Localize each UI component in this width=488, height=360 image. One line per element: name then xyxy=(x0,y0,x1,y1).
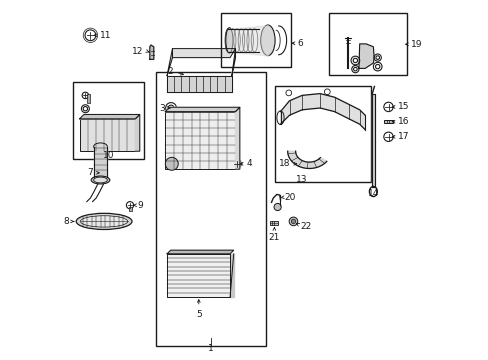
Polygon shape xyxy=(94,147,107,177)
Bar xyxy=(80,119,135,151)
Text: 9: 9 xyxy=(137,201,143,210)
Bar xyxy=(384,120,392,123)
Bar xyxy=(270,221,278,225)
Text: 4: 4 xyxy=(246,159,251,168)
Ellipse shape xyxy=(91,176,110,184)
Bar xyxy=(167,254,230,297)
Ellipse shape xyxy=(225,28,232,53)
Bar xyxy=(165,112,235,169)
Circle shape xyxy=(165,157,178,170)
Text: 19: 19 xyxy=(410,40,422,49)
Polygon shape xyxy=(149,45,153,59)
Text: 15: 15 xyxy=(397,102,409,112)
Text: 6: 6 xyxy=(297,39,303,48)
Polygon shape xyxy=(280,94,365,130)
Polygon shape xyxy=(358,44,373,68)
Polygon shape xyxy=(165,107,239,112)
Text: 17: 17 xyxy=(397,132,409,141)
Text: 12: 12 xyxy=(131,46,142,55)
Ellipse shape xyxy=(94,177,107,183)
Ellipse shape xyxy=(80,216,127,227)
Text: 13: 13 xyxy=(296,175,307,184)
Bar xyxy=(73,82,143,159)
Text: 8: 8 xyxy=(63,217,69,226)
Text: 7: 7 xyxy=(87,168,92,177)
Text: 3: 3 xyxy=(159,104,164,112)
Polygon shape xyxy=(135,114,140,151)
Bar xyxy=(156,72,265,346)
Ellipse shape xyxy=(94,143,107,150)
Text: 22: 22 xyxy=(300,222,311,231)
Bar xyxy=(221,13,291,67)
Ellipse shape xyxy=(260,25,275,55)
Polygon shape xyxy=(235,107,239,169)
Polygon shape xyxy=(167,76,231,92)
Polygon shape xyxy=(371,94,374,187)
Polygon shape xyxy=(167,76,231,92)
Polygon shape xyxy=(287,151,326,168)
Polygon shape xyxy=(167,250,233,254)
Bar xyxy=(87,94,90,103)
Text: 18: 18 xyxy=(279,159,290,168)
Polygon shape xyxy=(230,254,233,297)
Bar xyxy=(328,13,406,75)
Polygon shape xyxy=(167,49,172,76)
Bar xyxy=(128,207,132,211)
Text: 14: 14 xyxy=(367,189,378,198)
Polygon shape xyxy=(172,49,235,58)
Text: 2: 2 xyxy=(166,68,172,77)
Text: 10: 10 xyxy=(102,151,114,160)
Text: 11: 11 xyxy=(100,31,111,40)
Text: 5: 5 xyxy=(196,310,201,319)
Circle shape xyxy=(288,217,297,226)
Text: 1: 1 xyxy=(208,344,213,353)
Text: 21: 21 xyxy=(268,233,280,242)
Text: 20: 20 xyxy=(284,193,295,202)
Circle shape xyxy=(273,203,281,211)
Ellipse shape xyxy=(76,213,132,230)
Bar xyxy=(275,86,370,182)
Polygon shape xyxy=(231,49,235,76)
Text: 16: 16 xyxy=(397,117,409,126)
Polygon shape xyxy=(80,114,140,119)
Circle shape xyxy=(291,219,295,224)
